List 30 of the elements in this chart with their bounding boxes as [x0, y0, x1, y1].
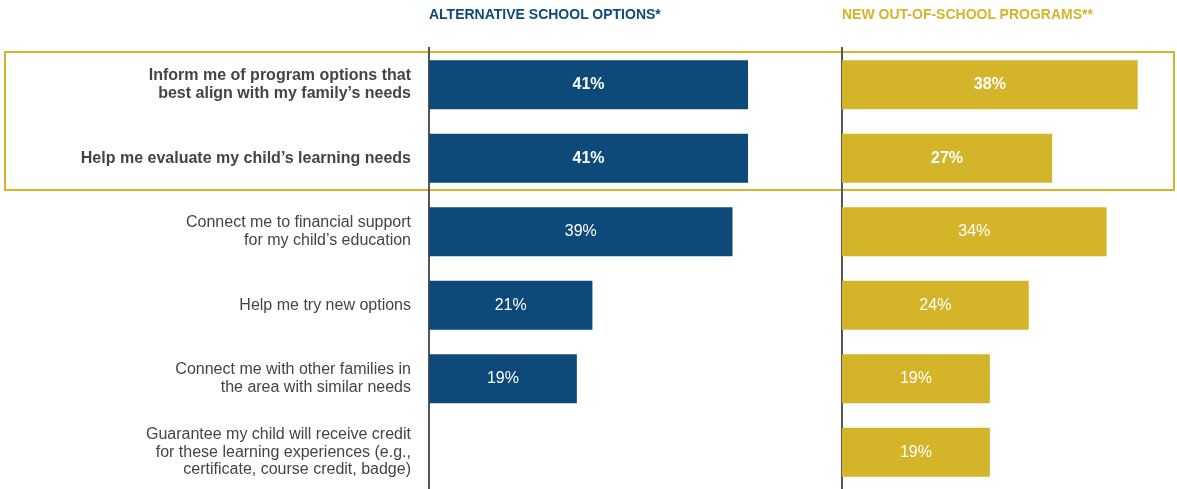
y-tick-label: Guarantee my child will receive credit for these learning experiences (e.g., certificate, course credit, badge): [146, 425, 412, 478]
bar: [429, 133, 749, 183]
y-tick-label: Connect me to financial support for my child’s education: [185, 213, 412, 248]
data-label: 27%: [931, 148, 964, 166]
bar: [429, 60, 749, 110]
y-tick-label: Help me try new options: [239, 295, 411, 313]
data-label: 21%: [494, 295, 527, 313]
bar: [842, 207, 1107, 257]
bar: [429, 207, 733, 257]
chart-title: NEW OUT-OF-SCHOOL PROGRAMS**: [842, 5, 1094, 22]
y-tick-label: Inform me of program options that best align with my family’s needs: [148, 66, 412, 101]
data-label: 34%: [958, 222, 991, 240]
y-tick-label: Connect me with other families in the area with similar needs: [175, 360, 411, 395]
bar: [842, 280, 1029, 330]
data-label: 19%: [899, 442, 932, 460]
bar: [429, 354, 577, 404]
data-label: 38%: [973, 75, 1006, 93]
chart-title: ALTERNATIVE SCHOOL OPTIONS*: [429, 5, 662, 22]
data-label: 19%: [899, 369, 932, 387]
bar: [842, 427, 990, 477]
bar: [842, 133, 1053, 183]
data-label: 39%: [564, 222, 597, 240]
bar: [842, 60, 1138, 110]
bar: [842, 354, 990, 404]
data-label: 19%: [486, 369, 519, 387]
data-label: 41%: [572, 148, 605, 166]
bar: [429, 280, 593, 330]
data-label: 41%: [572, 75, 605, 93]
data-label: 24%: [919, 295, 952, 313]
y-tick-label: Help me evaluate my child’s learning needs: [80, 148, 412, 166]
